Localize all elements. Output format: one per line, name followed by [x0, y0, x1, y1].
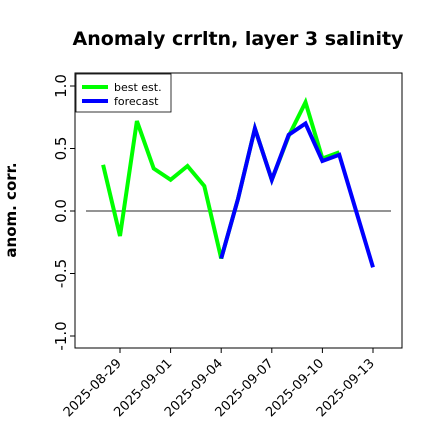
- y-ticks-group: -1.0 -0.5 0.0 0.5 1.0: [52, 74, 75, 351]
- legend-label-forecast: forecast: [114, 95, 159, 108]
- x-ticks-group: 2025-08-292025-09-012025-09-042025-09-07…: [61, 348, 378, 420]
- chart-title: Anomaly crrltn, layer 3 salinity: [73, 28, 404, 50]
- plot-area-frame: [74, 72, 403, 349]
- y-tick-label: 0.5: [52, 137, 70, 161]
- y-axis-label: anom. corr.: [2, 162, 20, 257]
- series-group: [101, 96, 375, 268]
- y-tick-label: 1.0: [52, 74, 70, 98]
- legend-box: [75, 73, 172, 113]
- y-tick-label: 0.0: [52, 199, 70, 223]
- y-tick-label: -0.5: [52, 259, 70, 288]
- legend: best est. forecast: [75, 73, 172, 113]
- series-line-forecast: [219, 120, 375, 268]
- legend-label-best-est: best est.: [114, 81, 162, 94]
- y-tick-label: -1.0: [52, 321, 70, 350]
